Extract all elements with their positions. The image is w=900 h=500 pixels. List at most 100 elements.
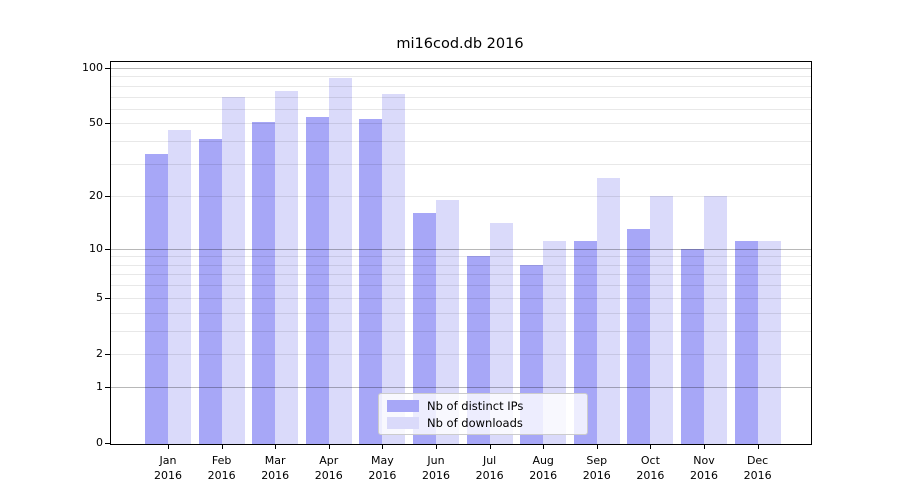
x-tick-year: 2016 bbox=[422, 469, 450, 482]
x-tick-label: Dec 2016 bbox=[731, 453, 785, 483]
x-tick-year: 2016 bbox=[368, 469, 397, 482]
x-tick-year: 2016 bbox=[314, 469, 343, 482]
minor-gridline bbox=[111, 108, 811, 110]
bar-downloads-sep bbox=[596, 178, 620, 444]
minor-gridline bbox=[111, 85, 811, 87]
x-tick-year: 2016 bbox=[743, 469, 772, 482]
x-tick-month: Nov bbox=[693, 454, 715, 467]
legend-entry-distinct-ips: Nb of distinct IPs bbox=[387, 398, 579, 413]
y-axis-tick bbox=[105, 195, 110, 197]
y-axis-tick bbox=[105, 354, 110, 356]
bar-downloads-jul bbox=[489, 223, 513, 444]
x-tick-label: Apr 2016 bbox=[302, 453, 356, 483]
x-tick-label: Feb 2016 bbox=[195, 453, 249, 483]
legend: Nb of distinct IPs Nb of downloads bbox=[378, 393, 588, 435]
bar-distinct-ips-oct bbox=[627, 228, 651, 444]
legend-swatch-downloads bbox=[387, 416, 419, 429]
x-axis-tick bbox=[328, 445, 330, 449]
bar-downloads-dec bbox=[757, 241, 781, 444]
x-axis-tick bbox=[168, 445, 169, 449]
x-tick-year: 2016 bbox=[154, 469, 182, 482]
x-tick-label: Mar 2016 bbox=[248, 453, 302, 483]
x-tick-month: Jun bbox=[427, 454, 445, 467]
major-gridline bbox=[111, 67, 811, 69]
minor-gridline bbox=[111, 96, 811, 98]
y-axis-tick bbox=[105, 387, 110, 389]
bar-distinct-ips-feb bbox=[198, 139, 222, 444]
x-tick-month: Mar bbox=[264, 454, 286, 467]
bar-distinct-ips-jan bbox=[145, 154, 168, 444]
chart-title: mi16cod.db 2016 bbox=[396, 36, 524, 52]
bar-distinct-ips-mar bbox=[252, 121, 276, 444]
x-tick-label: Aug 2016 bbox=[516, 453, 570, 483]
x-tick-label: Jul 2016 bbox=[463, 453, 517, 483]
x-tick-year: 2016 bbox=[690, 469, 718, 482]
legend-entry-downloads: Nb of downloads bbox=[387, 415, 579, 430]
x-axis-tick bbox=[543, 445, 545, 449]
x-tick-year: 2016 bbox=[475, 469, 504, 482]
y-tick-label: 100 bbox=[82, 60, 103, 74]
x-tick-month: Sep bbox=[586, 454, 608, 467]
x-axis-tick bbox=[704, 445, 705, 449]
bar-downloads-jan bbox=[168, 130, 191, 444]
x-axis-tick bbox=[757, 445, 759, 449]
x-axis-tick bbox=[275, 445, 277, 449]
x-tick-year: 2016 bbox=[529, 469, 558, 482]
x-tick-month: Feb bbox=[211, 454, 232, 467]
bar-downloads-jun bbox=[436, 199, 459, 444]
bar-downloads-apr bbox=[328, 78, 352, 444]
x-axis-tick bbox=[221, 445, 223, 449]
y-tick-label: 0 bbox=[96, 436, 103, 449]
x-tick-label: Jun 2016 bbox=[409, 453, 463, 483]
y-axis-tick bbox=[105, 67, 110, 69]
x-axis-tick bbox=[382, 445, 384, 449]
y-tick-label: 1 bbox=[96, 380, 103, 394]
x-tick-label: Oct 2016 bbox=[623, 453, 677, 483]
plot-area: 0 1 2 5 10 20 50 100 Jan 2016 Feb 2016 Mar 2016 Apr 201… bbox=[82, 61, 812, 482]
x-tick-year: 2016 bbox=[636, 469, 665, 482]
y-axis-tick bbox=[105, 443, 110, 444]
x-tick-label: Sep 2016 bbox=[570, 453, 624, 483]
x-tick-label: Jan 2016 bbox=[141, 453, 195, 483]
bar-distinct-ips-may bbox=[359, 118, 383, 444]
x-axis-tick bbox=[436, 445, 437, 449]
y-axis-tick bbox=[105, 297, 110, 299]
y-tick-label: 2 bbox=[96, 347, 103, 361]
x-tick-year: 2016 bbox=[207, 469, 236, 482]
x-tick-month: Dec bbox=[746, 454, 769, 467]
x-tick-month: Aug bbox=[532, 454, 554, 467]
bar-distinct-ips-apr bbox=[305, 117, 329, 444]
y-tick-label: 20 bbox=[89, 188, 103, 202]
x-tick-month: Jan bbox=[159, 454, 177, 467]
legend-label-downloads: Nb of downloads bbox=[427, 415, 523, 430]
bar-downloads-feb bbox=[221, 96, 245, 444]
x-tick-month: Oct bbox=[640, 454, 660, 467]
bar-downloads-mar bbox=[275, 90, 299, 444]
x-tick-year: 2016 bbox=[261, 469, 290, 482]
x-tick-month: Jul bbox=[482, 454, 497, 467]
y-axis-tick bbox=[105, 248, 110, 250]
bar-distinct-ips-nov bbox=[681, 248, 704, 444]
bar-distinct-ips-dec bbox=[734, 241, 758, 444]
x-tick-month: Apr bbox=[319, 454, 339, 467]
bar-downloads-may bbox=[382, 94, 406, 444]
y-tick-label: 50 bbox=[89, 116, 103, 130]
bar-downloads-nov bbox=[704, 195, 727, 444]
x-tick-label: Nov 2016 bbox=[677, 453, 731, 483]
x-tick-month: May bbox=[371, 454, 394, 467]
bar-downloads-oct bbox=[650, 195, 674, 444]
y-axis-tick bbox=[105, 123, 110, 125]
legend-label-distinct-ips: Nb of distinct IPs bbox=[427, 398, 524, 413]
x-axis-tick bbox=[489, 445, 491, 449]
minor-gridline bbox=[111, 76, 811, 78]
x-tick-label: May 2016 bbox=[355, 453, 409, 483]
y-tick-label: 10 bbox=[89, 241, 103, 255]
bar-distinct-ips-jun bbox=[413, 213, 436, 444]
x-tick-year: 2016 bbox=[582, 469, 611, 482]
y-tick-label: 5 bbox=[96, 290, 103, 304]
legend-swatch-distinct-ips bbox=[387, 399, 419, 412]
x-axis-tick bbox=[596, 445, 598, 449]
x-axis-tick bbox=[650, 445, 652, 449]
minor-gridline bbox=[111, 123, 811, 125]
